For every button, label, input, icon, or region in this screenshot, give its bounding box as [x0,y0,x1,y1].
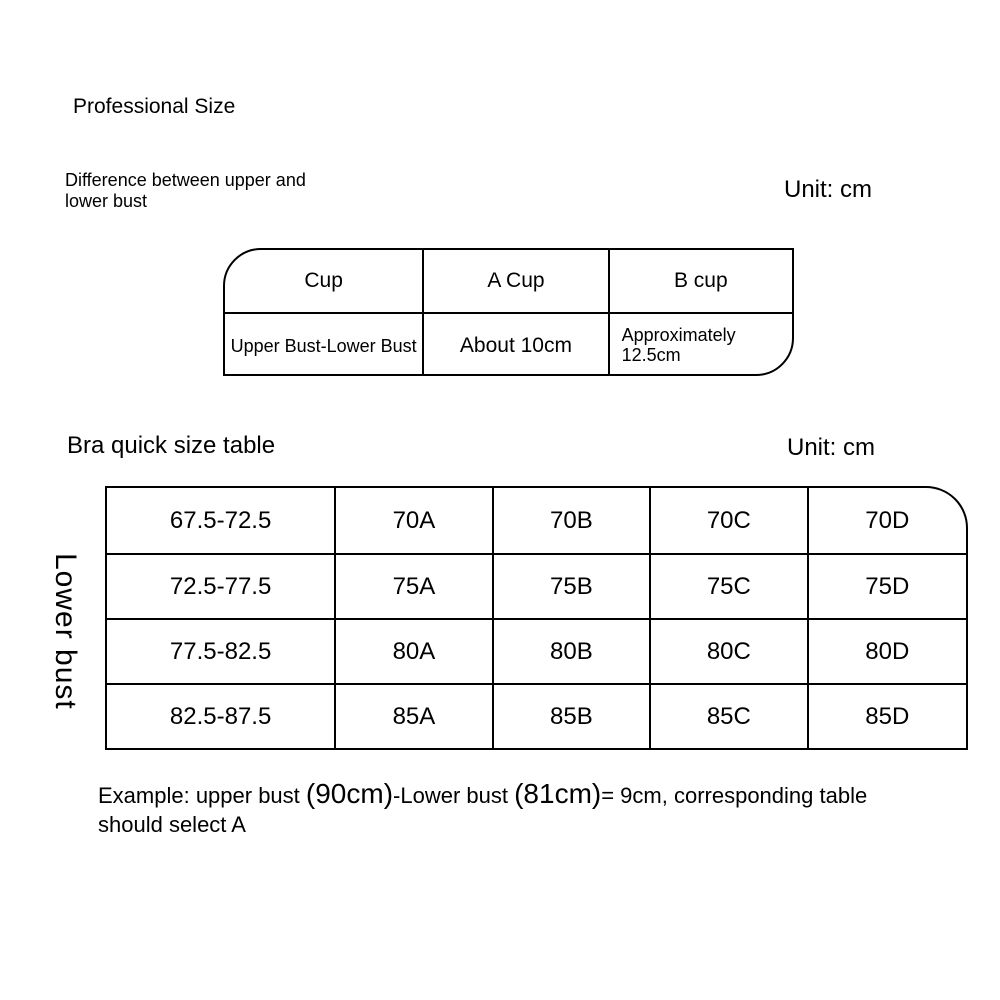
unit-label-2: Unit: cm [787,434,875,462]
size-cell: 70C [651,488,808,553]
cup-row-label: Upper Bust-Lower Bust [225,314,424,376]
cup-value: Approximately 12.5cm [610,314,792,376]
cup-header: Cup [225,250,424,312]
cup-header: B cup [610,250,792,312]
size-cell: 70B [494,488,651,553]
size-cell: 85B [494,685,651,748]
page: Professional Size Difference between upp… [0,0,1000,1000]
example-lower: (81cm) [514,778,601,809]
example-text: Example: upper bust (90cm)-Lower bust (8… [98,776,938,839]
example-mid: -Lower bust [393,783,514,808]
range-cell: 77.5-82.5 [107,620,336,683]
table-row: 72.5-77.5 75A 75B 75C 75D [107,553,966,618]
size-cell: 85D [809,685,966,748]
lower-bust-label: Lower bust [48,553,82,710]
range-cell: 82.5-87.5 [107,685,336,748]
size-cell: 75B [494,555,651,618]
size-table-title: Bra quick size table [67,432,275,460]
example-upper: (90cm) [306,778,393,809]
size-cell: 75A [336,555,493,618]
example-prefix: Example: upper bust [98,783,300,808]
range-cell: 67.5-72.5 [107,488,336,553]
cup-header-row: Cup A Cup B cup [225,250,792,314]
cup-value: About 10cm [424,314,609,376]
size-cell: 80D [809,620,966,683]
cup-header: A Cup [424,250,609,312]
size-cell: 85C [651,685,808,748]
size-cell: 80B [494,620,651,683]
table-row: 82.5-87.5 85A 85B 85C 85D [107,683,966,748]
range-cell: 72.5-77.5 [107,555,336,618]
cup-data-row: Upper Bust-Lower Bust About 10cm Approxi… [225,314,792,376]
size-cell: 70A [336,488,493,553]
size-cell: 75D [809,555,966,618]
size-cell: 70D [809,488,966,553]
size-cell: 80A [336,620,493,683]
size-cell: 85A [336,685,493,748]
unit-label-1: Unit: cm [784,176,872,204]
cup-table: Cup A Cup B cup Upper Bust-Lower Bust Ab… [223,248,794,376]
diff-label: Difference between upper and lower bust [65,170,335,211]
size-cell: 75C [651,555,808,618]
size-cell: 80C [651,620,808,683]
table-row: 67.5-72.5 70A 70B 70C 70D [107,488,966,553]
size-table: 67.5-72.5 70A 70B 70C 70D 72.5-77.5 75A … [105,486,968,750]
page-title: Professional Size [73,95,235,119]
table-row: 77.5-82.5 80A 80B 80C 80D [107,618,966,683]
